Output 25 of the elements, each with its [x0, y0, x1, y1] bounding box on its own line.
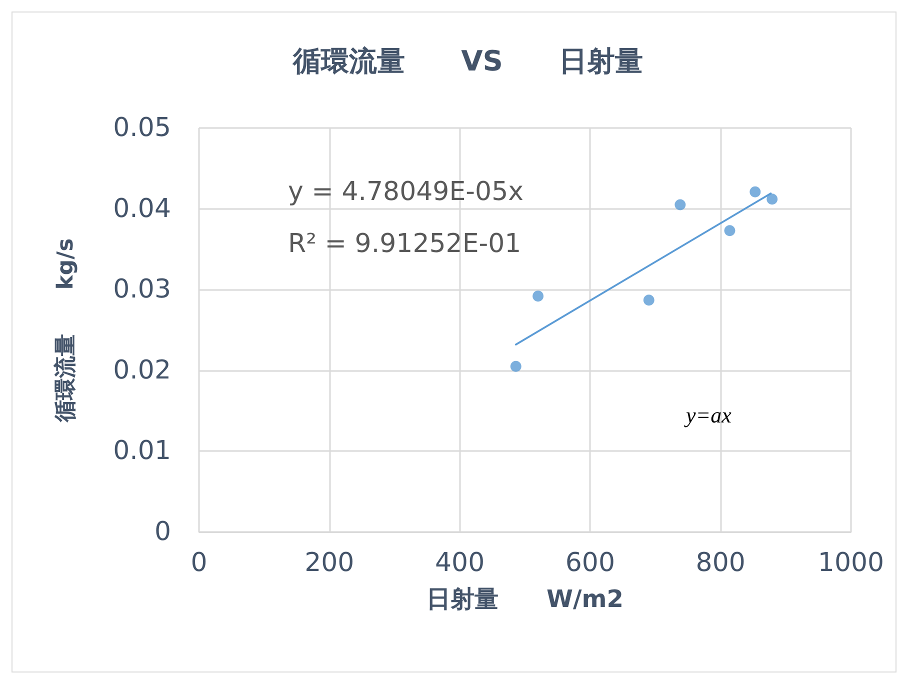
point	[510, 360, 522, 372]
point	[674, 199, 686, 210]
x-tick-label: 1000	[818, 548, 884, 578]
point	[532, 290, 544, 302]
chart-title: 循環流量 VS 日射量	[292, 44, 643, 78]
y-tick-label: 0.05	[113, 113, 171, 143]
y-tick-label: 0.04	[113, 194, 171, 224]
x-axis-title: 日射量 W/m2	[426, 585, 624, 613]
x-tick-label: 600	[565, 548, 616, 578]
point	[766, 194, 778, 205]
point	[724, 225, 736, 236]
annotation: R² = 9.91252E-01	[288, 229, 522, 259]
y-axis-title: 循環流量 kg/s	[52, 238, 78, 423]
x-tick-label: 200	[304, 548, 354, 578]
x-tick-label: 0	[190, 548, 208, 578]
y-tick-label: 0.01	[113, 436, 171, 466]
x-tick-label: 800	[696, 548, 746, 578]
y-tick-label: 0.02	[113, 355, 171, 386]
point	[643, 294, 654, 306]
x-tick-label: 400	[434, 548, 485, 578]
y-tick-label: 0	[154, 517, 171, 547]
point	[750, 186, 761, 198]
annotation: y = 4.78049E-05x	[288, 177, 524, 207]
annotation: y=ax	[684, 402, 732, 428]
y-tick-label: 0.03	[113, 274, 171, 305]
